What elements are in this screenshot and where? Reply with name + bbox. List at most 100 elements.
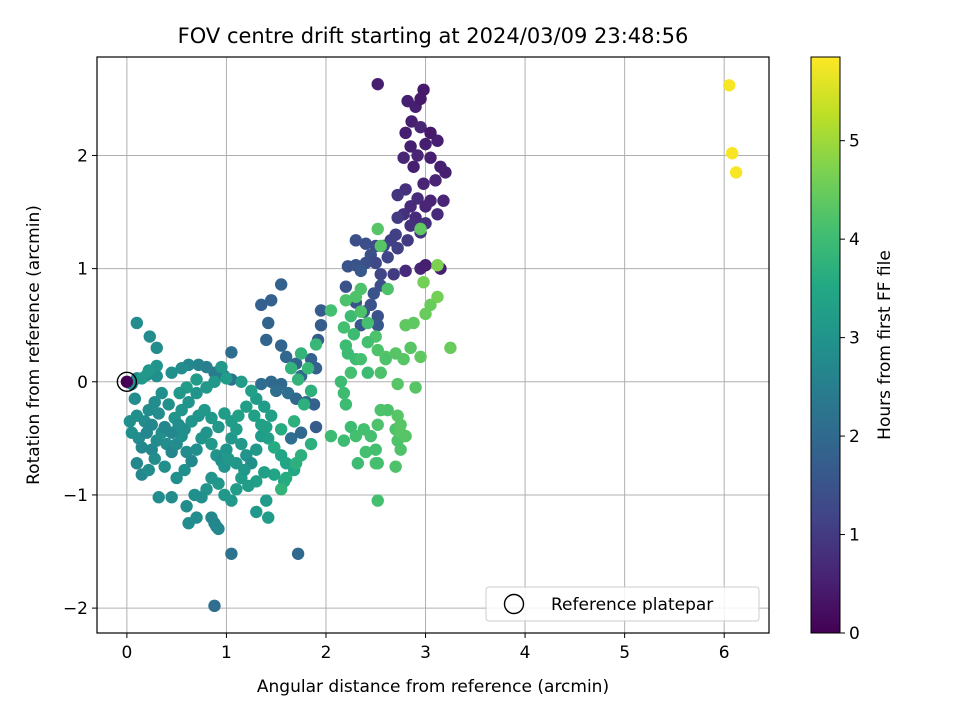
data-point bbox=[431, 208, 444, 221]
data-point bbox=[414, 92, 427, 106]
data-point bbox=[369, 443, 382, 456]
data-point bbox=[215, 360, 228, 374]
data-point bbox=[178, 463, 191, 477]
data-point bbox=[255, 377, 268, 391]
data-point bbox=[374, 366, 387, 379]
data-point bbox=[414, 350, 427, 364]
data-point bbox=[351, 457, 365, 470]
data-point bbox=[142, 463, 155, 477]
data-point bbox=[301, 361, 315, 375]
data-point bbox=[409, 381, 422, 394]
data-point bbox=[294, 347, 308, 360]
data-point bbox=[729, 166, 743, 179]
data-point bbox=[148, 452, 161, 465]
data-point bbox=[309, 338, 323, 351]
y-tick-label: 2 bbox=[77, 146, 88, 166]
data-point bbox=[364, 429, 377, 443]
data-point bbox=[371, 222, 384, 236]
data-point bbox=[150, 341, 163, 355]
data-point bbox=[225, 432, 238, 445]
data-point bbox=[374, 268, 387, 281]
data-point bbox=[394, 426, 407, 439]
data-point bbox=[414, 120, 427, 134]
data-point bbox=[265, 409, 278, 422]
data-point bbox=[391, 377, 404, 391]
data-point bbox=[337, 321, 351, 334]
data-point bbox=[424, 126, 437, 140]
data-point bbox=[361, 366, 374, 379]
data-point bbox=[262, 316, 275, 330]
data-point bbox=[294, 449, 308, 462]
data-point bbox=[389, 460, 402, 473]
colorbar-gradient bbox=[810, 56, 841, 634]
data-point bbox=[444, 341, 457, 355]
data-point bbox=[120, 375, 134, 388]
data-point bbox=[250, 505, 263, 519]
data-point bbox=[405, 115, 418, 128]
x-tick-label: 5 bbox=[619, 643, 630, 663]
data-point bbox=[165, 366, 178, 379]
data-point bbox=[190, 443, 203, 456]
data-point bbox=[250, 443, 263, 456]
data-point bbox=[371, 418, 384, 431]
data-point bbox=[225, 346, 238, 359]
data-point bbox=[417, 275, 430, 289]
data-point bbox=[262, 432, 275, 445]
data-point bbox=[354, 305, 368, 318]
colorbar-tick-label: 2 bbox=[849, 427, 860, 447]
x-tick-label: 3 bbox=[420, 643, 431, 663]
data-point bbox=[152, 491, 165, 504]
data-point bbox=[162, 398, 175, 411]
data-point bbox=[304, 437, 318, 451]
data-point bbox=[354, 352, 368, 366]
data-point bbox=[344, 420, 358, 434]
data-point bbox=[339, 294, 353, 307]
data-point bbox=[371, 77, 384, 91]
data-point bbox=[143, 330, 156, 343]
data-point bbox=[314, 318, 328, 332]
data-point bbox=[265, 375, 278, 388]
data-point bbox=[367, 287, 380, 300]
data-point bbox=[314, 304, 328, 317]
data-point bbox=[725, 146, 739, 160]
data-point bbox=[145, 418, 158, 431]
data-point bbox=[391, 409, 404, 422]
data-point bbox=[291, 547, 305, 560]
data-point bbox=[173, 386, 186, 400]
data-point bbox=[399, 126, 412, 140]
data-point bbox=[279, 471, 293, 485]
data-point bbox=[359, 237, 372, 250]
x-tick-label: 1 bbox=[221, 643, 232, 663]
x-tick-label: 2 bbox=[321, 643, 332, 663]
data-point bbox=[404, 140, 417, 153]
data-point bbox=[361, 316, 374, 330]
data-point bbox=[431, 290, 444, 304]
data-point bbox=[304, 384, 318, 398]
data-point bbox=[245, 384, 258, 398]
data-point bbox=[411, 149, 424, 162]
data-point bbox=[235, 437, 248, 451]
data-point bbox=[324, 429, 338, 443]
data-point bbox=[419, 307, 432, 321]
chart-title: FOV centre drift starting at 2024/03/09 … bbox=[178, 24, 689, 48]
data-point bbox=[180, 445, 193, 459]
data-point bbox=[208, 599, 221, 613]
data-point bbox=[128, 392, 142, 405]
data-point bbox=[170, 471, 183, 485]
data-point bbox=[347, 328, 361, 341]
data-point bbox=[182, 517, 195, 530]
data-point bbox=[185, 454, 198, 468]
data-point bbox=[341, 260, 355, 273]
data-point bbox=[414, 222, 427, 236]
data-point bbox=[391, 188, 404, 202]
data-point bbox=[152, 407, 165, 420]
data-point bbox=[260, 333, 273, 347]
data-point bbox=[240, 400, 253, 413]
data-point bbox=[337, 386, 351, 400]
reference-platepar-marker bbox=[116, 371, 138, 392]
data-point bbox=[324, 304, 338, 317]
legend-marker-reference-icon bbox=[503, 593, 525, 615]
y-tick-label: −1 bbox=[63, 486, 88, 506]
data-point bbox=[165, 491, 178, 504]
